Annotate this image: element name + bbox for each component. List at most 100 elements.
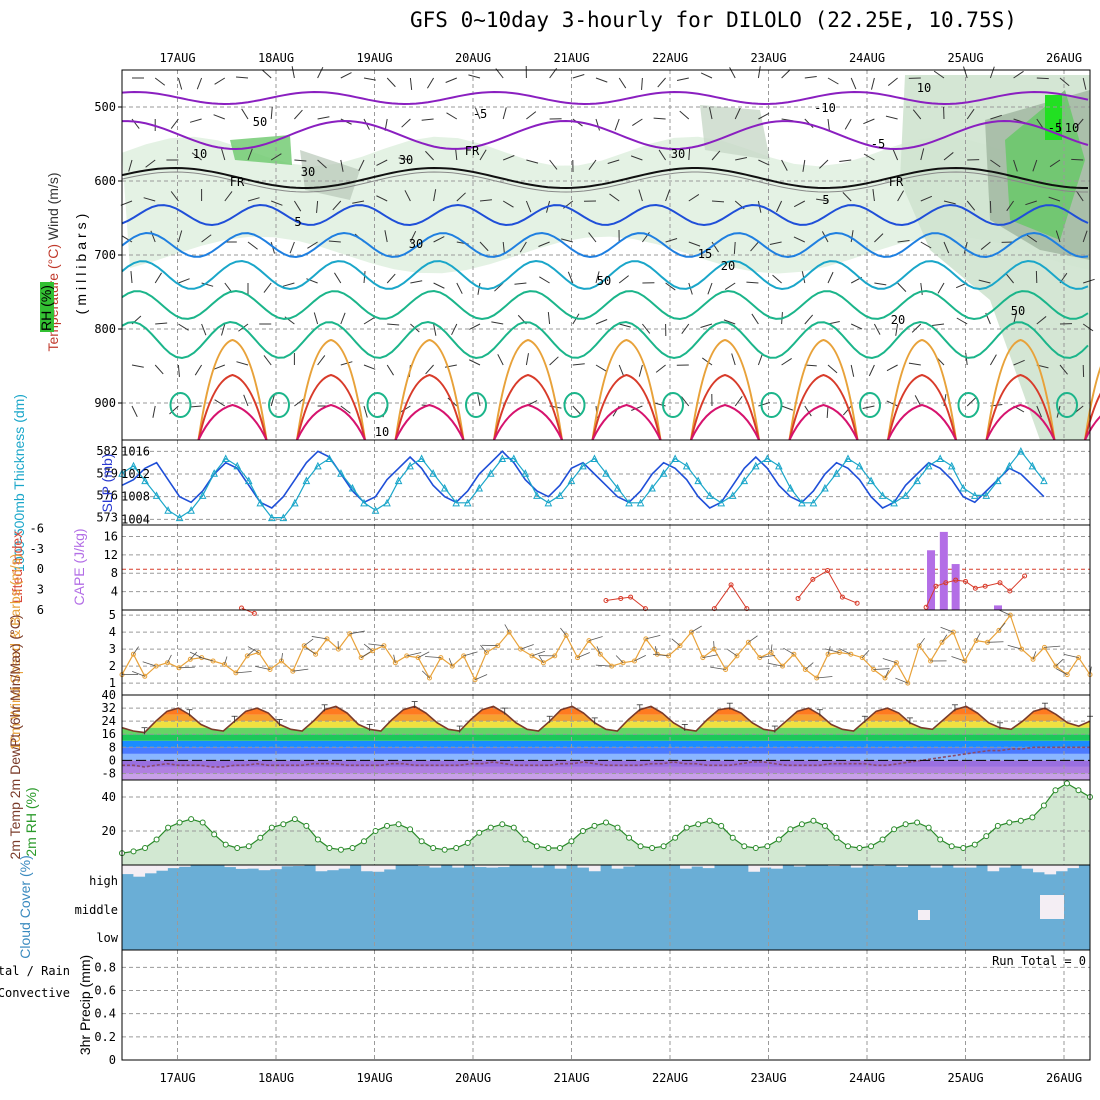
wind-barb	[503, 155, 515, 161]
high-cloud-gap	[1021, 865, 1034, 869]
freezing-level-line	[121, 166, 1088, 190]
wind-barb	[1049, 159, 1061, 168]
wind-barb	[376, 195, 388, 202]
high-cloud-gap	[452, 865, 464, 868]
wind-speed-marker	[1019, 646, 1025, 652]
thickness-marker	[901, 491, 910, 499]
rh-marker	[130, 848, 137, 855]
wind-barb	[154, 77, 166, 86]
thickness-marker	[129, 461, 138, 470]
high-cloud-gap	[554, 865, 567, 869]
high-cloud-gap	[383, 865, 396, 870]
rh-marker	[268, 824, 275, 831]
wind-barb	[653, 117, 666, 120]
contour-label: 50	[253, 115, 267, 129]
rh-marker	[821, 822, 828, 829]
wind-barb	[261, 69, 272, 79]
wind-barb	[340, 405, 351, 414]
wind-speed-marker	[358, 655, 364, 661]
thickness-marker	[821, 483, 829, 492]
wind-barb	[989, 354, 997, 366]
high-cloud-gap	[270, 865, 282, 870]
thickness-marker	[314, 461, 322, 470]
wind-speed-marker	[859, 655, 865, 661]
contour-label: 20	[721, 259, 735, 273]
wind-speed-marker	[905, 680, 911, 686]
rh-marker	[718, 822, 725, 829]
wind-tick-label: 1	[109, 676, 116, 690]
rh-marker	[326, 845, 333, 851]
wind-barb	[224, 191, 233, 202]
low-level-isotherm	[788, 403, 859, 441]
wind-barb	[167, 654, 172, 663]
wind-speed-marker	[267, 667, 273, 672]
lifted-index-marker	[839, 594, 845, 600]
wind-barb	[433, 189, 437, 202]
high-cloud-gap	[178, 865, 191, 867]
wind-barb	[595, 271, 600, 284]
wind-barb	[975, 632, 981, 641]
wind-barb	[479, 199, 492, 202]
rh-marker	[672, 834, 679, 841]
wind-barb	[793, 200, 806, 208]
wind-barb	[169, 405, 179, 415]
rh-marker	[522, 836, 529, 843]
wind-barb	[247, 241, 258, 250]
wind-barb	[270, 107, 273, 120]
wind-barb	[874, 282, 887, 286]
wind-barb	[214, 399, 226, 407]
wind-speed-marker	[586, 638, 592, 644]
wind-barb	[758, 402, 771, 407]
wind-barb	[966, 397, 977, 407]
wind-axis-label: 10m Wind Speed & Barbs (m/s)	[7, 554, 23, 751]
thickness-marker	[625, 498, 633, 507]
lifted-index-marker	[854, 600, 860, 606]
high-cloud-gap	[133, 865, 146, 877]
thickness-marker	[244, 476, 253, 485]
wind-speed-marker	[301, 643, 307, 649]
wind-tick-label: 4	[109, 625, 116, 639]
wind-barb	[154, 364, 164, 375]
thickness-marker	[947, 461, 956, 470]
thickness-marker	[510, 454, 518, 462]
wind-barb	[317, 355, 326, 366]
wind-barb	[131, 364, 144, 368]
wind-barb	[281, 652, 283, 662]
wind-barb	[194, 364, 203, 376]
wind-barb	[317, 66, 324, 79]
isotherm-minus-5	[122, 119, 1089, 151]
wind-barb	[409, 230, 417, 243]
cloud-level-label: high	[89, 874, 118, 888]
rh-marker	[764, 843, 771, 850]
thickness-marker	[198, 491, 207, 499]
temperature-band	[122, 706, 1090, 709]
low-level-isotherm	[1084, 392, 1100, 441]
temperature-tick-label: 24	[102, 714, 116, 728]
low-level-isotherm	[394, 373, 465, 441]
rh-marker	[868, 843, 875, 850]
wind-barb	[196, 77, 203, 90]
rh-marker	[142, 845, 149, 851]
wind-barb	[360, 651, 372, 658]
lifted-index-marker	[728, 582, 734, 588]
high-cloud-gap	[167, 865, 180, 869]
cape-axis-label: CAPE (J/kg)	[71, 528, 87, 605]
rh-marker	[983, 833, 990, 840]
cape-bar	[939, 531, 948, 610]
contour-label: 15	[698, 247, 712, 261]
wind-barb	[885, 115, 898, 120]
date-label-bottom: 17AUG	[159, 1071, 195, 1085]
high-cloud-gap	[156, 865, 168, 871]
wind-barb	[609, 193, 620, 202]
wind-barb	[1032, 159, 1038, 172]
wind-barb	[561, 238, 573, 243]
rh-marker	[464, 839, 471, 846]
high-cloud-gap	[224, 865, 237, 868]
low-level-isotherm	[690, 373, 760, 441]
lifted-index-tick-label: 6	[37, 603, 44, 617]
wind-barb	[497, 354, 504, 366]
wind-barb	[631, 405, 643, 411]
wind-barb	[1036, 405, 1042, 418]
thickness-marker	[671, 454, 679, 462]
thickness-marker	[406, 461, 414, 470]
